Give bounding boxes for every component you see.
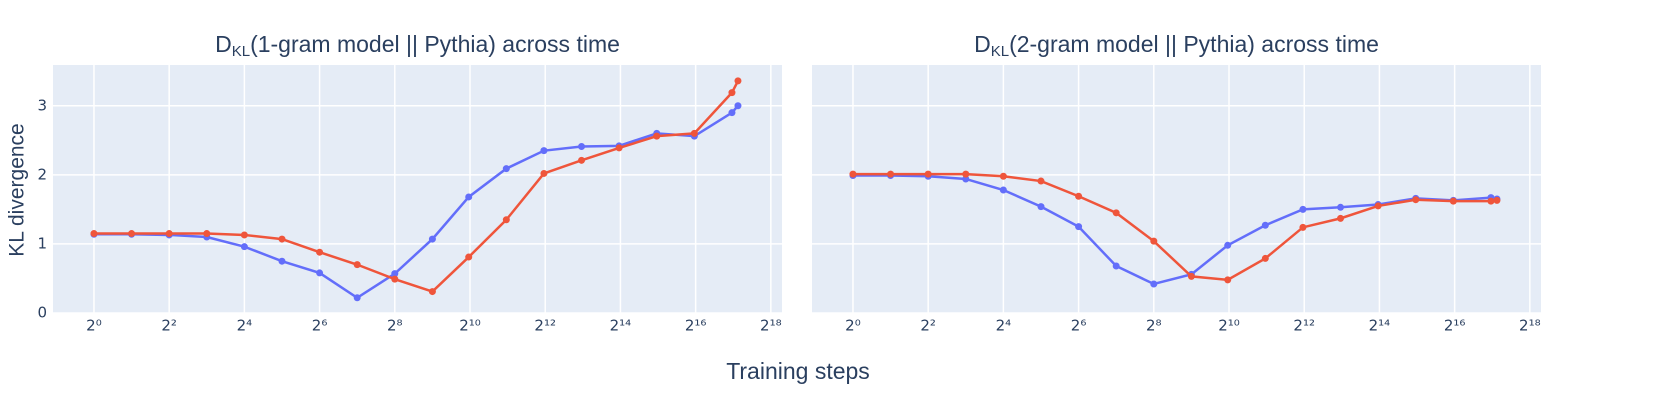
data-point <box>1075 192 1083 200</box>
data-point <box>502 165 510 173</box>
data-point <box>1112 262 1120 270</box>
data-point <box>1449 197 1457 205</box>
data-point <box>1337 214 1345 222</box>
data-point <box>240 243 248 251</box>
data-point <box>734 77 742 85</box>
data-point <box>1150 237 1158 245</box>
x-tick-label: 2¹⁰ <box>1218 317 1240 335</box>
x-tick-label: 2⁴ <box>237 317 253 335</box>
data-point <box>1037 177 1045 185</box>
data-point <box>615 144 623 152</box>
data-point <box>1337 203 1345 211</box>
data-point <box>1487 197 1495 205</box>
title-text: (2-gram model || Pythia) across time <box>1009 31 1379 57</box>
x-tick-label: 2⁶ <box>312 317 328 335</box>
y-tick-label: 3 <box>37 96 47 114</box>
data-point <box>999 186 1007 194</box>
data-point <box>1299 223 1307 231</box>
data-point <box>353 294 361 302</box>
plot-background <box>812 65 1541 313</box>
data-point <box>1261 221 1269 229</box>
data-point <box>1187 272 1195 280</box>
title-base: D <box>215 31 232 57</box>
x-tick-label: 2¹⁶ <box>1444 317 1466 335</box>
data-point <box>1037 203 1045 211</box>
data-point <box>1075 223 1083 231</box>
title-base: D <box>974 31 991 57</box>
x-tick-label: 2¹² <box>534 317 556 335</box>
data-point <box>165 230 173 238</box>
y-tick-label: 2 <box>37 165 47 183</box>
data-point <box>728 109 736 117</box>
data-point <box>278 257 286 265</box>
data-point <box>428 235 436 243</box>
data-point <box>316 248 324 256</box>
data-point <box>465 253 473 261</box>
x-tick-label: 2² <box>920 317 936 335</box>
data-point <box>1261 254 1269 262</box>
data-point <box>1150 280 1158 288</box>
data-point <box>203 230 211 238</box>
data-point <box>578 156 586 164</box>
x-tick-label: 2⁴ <box>996 317 1012 335</box>
data-point <box>1412 196 1420 204</box>
data-point <box>240 231 248 239</box>
data-point <box>540 147 548 155</box>
data-point <box>353 261 361 269</box>
data-point <box>428 288 436 296</box>
data-point <box>391 275 399 283</box>
x-tick-label: 2¹⁴ <box>610 317 632 335</box>
data-point <box>578 143 586 151</box>
data-point <box>924 170 932 178</box>
data-point <box>849 170 857 178</box>
data-point <box>316 269 324 277</box>
data-point <box>278 235 286 243</box>
y-tick-label: 1 <box>37 234 47 252</box>
data-point <box>1224 241 1232 249</box>
title-subscript: KL <box>232 43 250 60</box>
title-subscript: KL <box>991 43 1009 60</box>
x-tick-label: 2¹⁶ <box>685 317 707 335</box>
x-tick-label: 2⁰ <box>86 317 102 335</box>
data-point <box>1224 276 1232 284</box>
x-tick-label: 2¹⁸ <box>1519 317 1541 335</box>
data-point <box>391 270 399 278</box>
x-tick-label: 2⁶ <box>1071 317 1087 335</box>
x-tick-label: 2⁸ <box>1146 317 1162 335</box>
chart-title: DKL(2-gram model || Pythia) across time <box>974 31 1379 60</box>
data-point <box>887 170 895 178</box>
x-tick-label: 2¹² <box>1293 317 1315 335</box>
data-point <box>128 230 136 238</box>
plot-background <box>53 65 782 313</box>
data-point <box>962 175 970 183</box>
data-point <box>999 172 1007 180</box>
x-tick-label: 2¹⁴ <box>1369 317 1391 335</box>
data-point <box>1374 202 1382 210</box>
title-text: (1-gram model || Pythia) across time <box>250 31 620 57</box>
data-point <box>1299 205 1307 213</box>
data-point <box>540 169 548 177</box>
x-tick-label: 2² <box>161 317 177 335</box>
x-axis-title: Training steps <box>726 358 870 384</box>
x-tick-label: 2⁸ <box>387 317 403 335</box>
x-tick-label: 2¹⁰ <box>459 317 481 335</box>
data-point <box>90 230 98 238</box>
data-point <box>502 216 510 224</box>
data-point <box>1112 209 1120 217</box>
x-tick-label: 2⁰ <box>845 317 861 335</box>
y-axis-title: KL divergence <box>6 123 29 256</box>
data-point <box>690 129 698 137</box>
x-tick-label: 2¹⁸ <box>760 317 782 335</box>
data-point <box>465 193 473 201</box>
data-point <box>653 132 661 140</box>
data-point <box>734 102 742 110</box>
y-tick-label: 0 <box>37 304 47 322</box>
data-point <box>962 170 970 178</box>
data-point <box>1493 196 1501 204</box>
data-point <box>728 89 736 97</box>
chart-title: DKL(1-gram model || Pythia) across time <box>215 31 620 60</box>
